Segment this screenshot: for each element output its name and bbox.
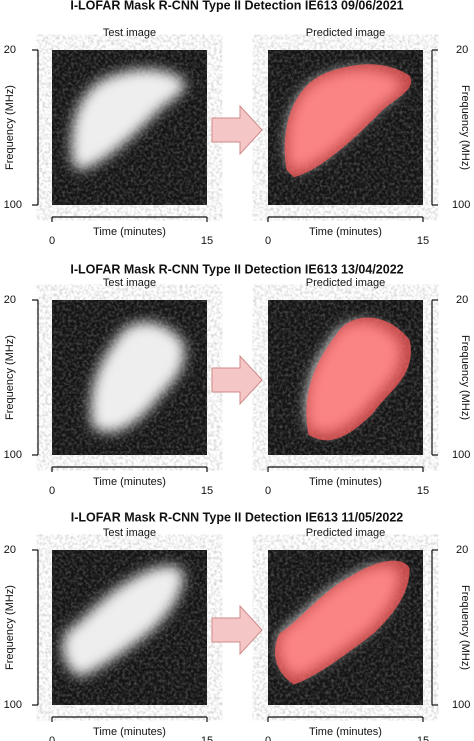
x-tick-label: 0 [265, 235, 271, 247]
x-axis-label: Time (minutes) [93, 726, 166, 738]
x-tick-label: 15 [417, 735, 429, 741]
x-tick-label: 0 [265, 485, 271, 497]
y-tick-label: 100 [452, 199, 470, 211]
y-tick-label: 100 [452, 449, 470, 461]
predicted-label: Predicted image [306, 27, 386, 39]
x-tick-label: 15 [201, 235, 213, 247]
test-image [52, 550, 207, 705]
x-axis-label: Time (minutes) [93, 476, 166, 488]
mask [274, 560, 410, 685]
y-tick-label: 20 [456, 294, 468, 306]
y-axis-label: Frequency (MHz) [4, 585, 16, 670]
y-tick-label: 100 [4, 449, 22, 461]
mask [306, 317, 411, 441]
x-tick-label: 0 [49, 735, 55, 741]
y-axis-label: Frequency (MHz) [4, 85, 16, 170]
predicted-label: Predicted image [306, 527, 386, 539]
panel-title: I-LOFAR Mask R-CNN Type II Detection IE6… [70, 262, 403, 276]
predicted-image [268, 550, 423, 705]
y-tick-label: 20 [4, 44, 16, 56]
panel-title: I-LOFAR Mask R-CNN Type II Detection IE6… [70, 0, 403, 12]
x-axis-label: Time (minutes) [93, 226, 166, 238]
x-tick-label: 15 [201, 735, 213, 741]
x-tick-label: 15 [201, 485, 213, 497]
predicted-image [268, 300, 423, 455]
x-tick-label: 0 [49, 485, 55, 497]
y-tick-label: 100 [452, 699, 470, 711]
panel-title: I-LOFAR Mask R-CNN Type II Detection IE6… [71, 510, 404, 524]
x-tick-label: 15 [417, 485, 429, 497]
predicted-image [268, 50, 423, 205]
burst [90, 322, 185, 433]
y-tick-label: 100 [4, 199, 22, 211]
test-label: Test image [103, 277, 156, 289]
y-axis-label: Frequency (MHz) [459, 85, 471, 170]
burst [71, 69, 185, 171]
arrow [211, 604, 263, 656]
y-axis-label: Frequency (MHz) [459, 335, 471, 420]
test-label: Test image [103, 527, 156, 539]
test-image [52, 300, 207, 455]
y-axis-label: Frequency (MHz) [459, 585, 471, 670]
y-tick-label: 100 [4, 699, 22, 711]
x-axis-label: Time (minutes) [309, 726, 382, 738]
mask [284, 64, 412, 178]
x-tick-label: 0 [49, 235, 55, 247]
predicted-label: Predicted image [306, 277, 386, 289]
x-tick-label: 15 [417, 235, 429, 247]
arrow [211, 354, 263, 406]
y-tick-label: 20 [456, 44, 468, 56]
test-label: Test image [103, 27, 156, 39]
y-axis-label: Frequency (MHz) [4, 335, 16, 420]
y-tick-label: 20 [4, 294, 16, 306]
y-tick-label: 20 [456, 544, 468, 556]
burst [62, 565, 184, 677]
x-axis-label: Time (minutes) [309, 476, 382, 488]
test-image [52, 50, 207, 205]
y-tick-label: 20 [4, 544, 16, 556]
arrow [211, 104, 263, 156]
x-axis-label: Time (minutes) [309, 226, 382, 238]
x-tick-label: 0 [265, 735, 271, 741]
